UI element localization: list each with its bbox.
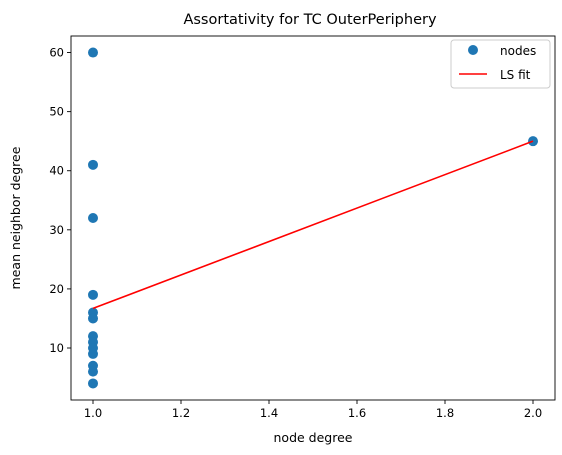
y-axis-ticks: 10 20 30 40 50 60	[49, 46, 71, 355]
scatter-point-nodes	[88, 289, 98, 300]
x-tick-label: 1.0	[84, 406, 102, 420]
y-tick-label: 60	[49, 46, 64, 60]
chart-title: Assortativity for TC OuterPeriphery	[183, 12, 437, 28]
x-tick-label: 1.2	[172, 406, 190, 420]
x-tick-label: 1.4	[260, 406, 278, 420]
scatter-point-nodes	[88, 47, 98, 58]
x-axis-ticks: 1.0 1.2 1.4 1.6 1.8 2.0	[84, 400, 542, 420]
y-tick-label: 20	[49, 282, 64, 296]
y-tick-label: 30	[49, 223, 64, 237]
scatter-point-nodes	[88, 348, 98, 359]
y-tick-label: 40	[49, 164, 64, 178]
y-axis-label: mean neighbor degree	[8, 146, 23, 289]
x-tick-label: 1.8	[436, 406, 454, 420]
y-tick-label: 50	[49, 105, 64, 119]
x-axis-label: node degree	[274, 430, 353, 445]
ls-fit-line	[92, 140, 534, 310]
scatter-point-nodes	[88, 366, 98, 377]
scatter-point-nodes	[88, 313, 98, 324]
legend: nodes LS fit	[450, 39, 551, 89]
scatter-point-nodes	[88, 378, 98, 389]
series-layer	[88, 47, 538, 389]
legend-label-nodes: nodes	[500, 44, 536, 58]
y-tick-label: 10	[49, 341, 64, 355]
scatter-point-nodes	[88, 213, 98, 223]
legend-label-ls-fit: LS fit	[500, 68, 531, 82]
plot-frame	[70, 35, 556, 401]
scatter-point-nodes	[88, 159, 98, 170]
x-tick-label: 2.0	[524, 406, 542, 420]
legend-marker-nodes	[468, 45, 478, 55]
x-tick-label: 1.6	[348, 406, 366, 420]
